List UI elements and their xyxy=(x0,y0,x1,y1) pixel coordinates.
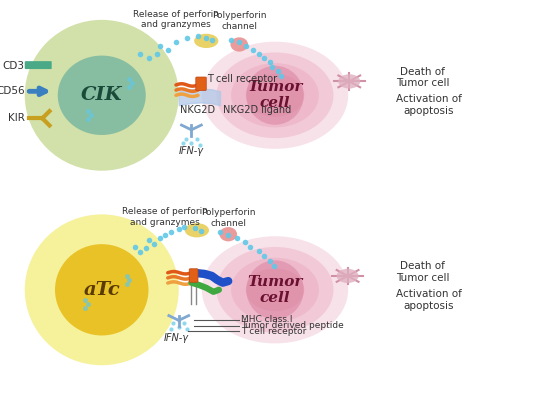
Text: Tumor
cell: Tumor cell xyxy=(248,275,302,305)
Ellipse shape xyxy=(231,258,319,322)
Text: CD3: CD3 xyxy=(3,60,25,71)
Text: IFN-γ: IFN-γ xyxy=(163,333,189,343)
Text: Tumor derived peptide: Tumor derived peptide xyxy=(241,321,344,330)
FancyBboxPatch shape xyxy=(189,269,198,282)
FancyBboxPatch shape xyxy=(196,77,206,91)
Text: Release of perforin
and granzymes: Release of perforin and granzymes xyxy=(133,10,219,29)
Text: IFN-γ: IFN-γ xyxy=(179,146,204,156)
Text: Death of
Tumor cell: Death of Tumor cell xyxy=(396,261,449,283)
Ellipse shape xyxy=(202,236,348,343)
Text: Death of
Tumor cell: Death of Tumor cell xyxy=(396,67,449,88)
Text: NKG2D: NKG2D xyxy=(180,105,215,116)
Ellipse shape xyxy=(217,52,333,138)
Text: Release of perforin
and granzymes: Release of perforin and granzymes xyxy=(122,207,208,227)
Ellipse shape xyxy=(246,260,304,319)
Ellipse shape xyxy=(338,74,360,89)
Text: CD56: CD56 xyxy=(0,86,25,96)
Text: Polyperforin
channel: Polyperforin channel xyxy=(201,208,256,228)
Ellipse shape xyxy=(55,244,148,335)
Text: Activation of
apoptosis: Activation of apoptosis xyxy=(396,289,462,310)
Ellipse shape xyxy=(246,74,304,117)
Text: Polyperforin
channel: Polyperforin channel xyxy=(212,11,267,31)
Text: NKG2D ligand: NKG2D ligand xyxy=(223,105,291,116)
Text: Tumor
cell: Tumor cell xyxy=(248,80,302,110)
Ellipse shape xyxy=(231,63,319,127)
Ellipse shape xyxy=(230,37,248,52)
Ellipse shape xyxy=(185,223,209,237)
Ellipse shape xyxy=(25,214,179,365)
Text: aTc: aTc xyxy=(84,281,120,299)
Ellipse shape xyxy=(58,56,146,135)
Ellipse shape xyxy=(194,34,218,48)
Text: T cell receptor: T cell receptor xyxy=(241,327,306,336)
Ellipse shape xyxy=(219,227,237,241)
Text: T cell receptor: T cell receptor xyxy=(207,73,278,84)
Ellipse shape xyxy=(202,42,348,149)
Ellipse shape xyxy=(246,66,304,125)
Text: KIR: KIR xyxy=(8,113,25,123)
Ellipse shape xyxy=(246,268,304,311)
Text: CIK: CIK xyxy=(81,86,123,104)
Ellipse shape xyxy=(25,20,179,171)
Text: Activation of
apoptosis: Activation of apoptosis xyxy=(396,94,462,116)
Ellipse shape xyxy=(337,269,359,283)
Ellipse shape xyxy=(217,247,333,333)
FancyBboxPatch shape xyxy=(25,61,52,69)
Text: MHC class I: MHC class I xyxy=(241,315,293,324)
